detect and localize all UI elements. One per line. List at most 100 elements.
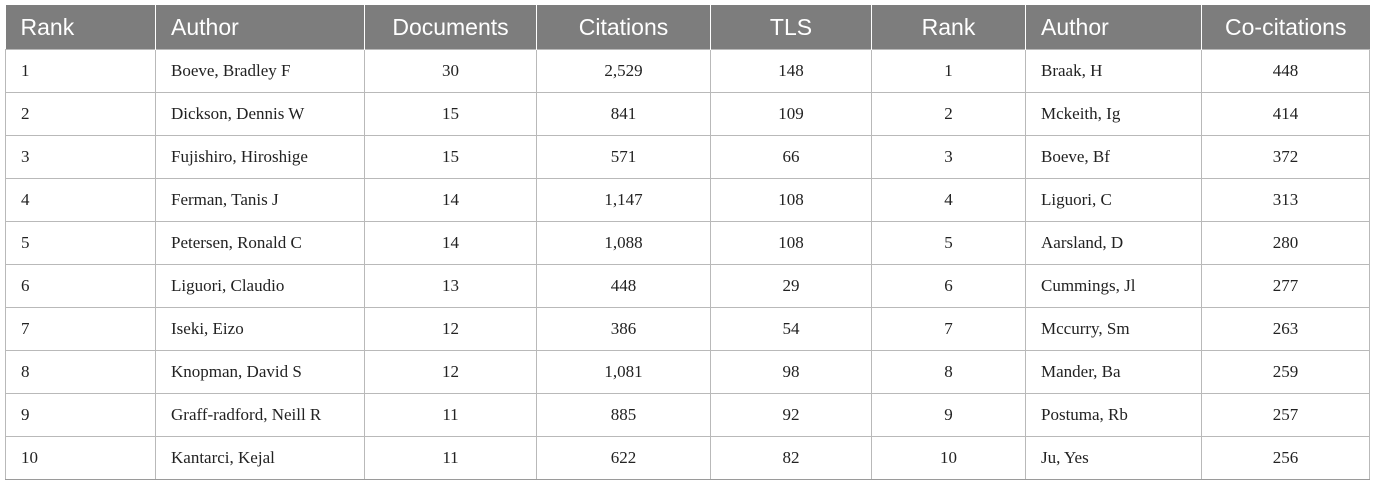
rank-cell: 4: [5, 178, 156, 222]
rank-cell: 2: [5, 92, 156, 136]
cocited-rank-cell: 1: [871, 49, 1026, 93]
cocited-author-cell: Cummings, Jl: [1025, 264, 1202, 308]
rank-cell: 1: [5, 49, 156, 93]
table-row: 2 Dickson, Dennis W 15 841 109 2 Mckeith, Ig 41…: [5, 92, 1370, 136]
cocited-rank-cell: 8: [871, 350, 1026, 394]
table-row: 5 Petersen, Ronald C 14 1,088 108 5 Aarsland, …: [5, 221, 1370, 265]
header-rank: Rank: [5, 5, 156, 50]
co-citations-cell: 263: [1201, 307, 1370, 351]
rank-cell: 10: [5, 436, 156, 480]
cocited-author-cell: Liguori, C: [1025, 178, 1202, 222]
documents-cell: 15: [364, 92, 537, 136]
citations-cell: 571: [536, 135, 711, 179]
authors-table: Rank Author Documents Citations TLS Rank…: [5, 5, 1370, 480]
tls-cell: 66: [710, 135, 872, 179]
header-documents: Documents: [364, 5, 537, 50]
citations-cell: 841: [536, 92, 711, 136]
documents-cell: 30: [364, 49, 537, 93]
header-author: Author: [155, 5, 365, 50]
documents-cell: 14: [364, 178, 537, 222]
cocited-rank-cell: 6: [871, 264, 1026, 308]
author-cell: Ferman, Tanis J: [155, 178, 365, 222]
documents-cell: 11: [364, 393, 537, 437]
author-cell: Graff-radford, Neill R: [155, 393, 365, 437]
rank-cell: 9: [5, 393, 156, 437]
tls-cell: 54: [710, 307, 872, 351]
table-row: 6 Liguori, Claudio 13 448 29 6 Cummings, Jl 277: [5, 264, 1370, 308]
rank-cell: 6: [5, 264, 156, 308]
cocited-rank-cell: 5: [871, 221, 1026, 265]
header-row: Rank Author Documents Citations TLS Rank…: [5, 5, 1370, 50]
co-citations-cell: 280: [1201, 221, 1370, 265]
header-author-cocited: Author: [1025, 5, 1202, 50]
author-cell: Iseki, Eizo: [155, 307, 365, 351]
citations-cell: 1,147: [536, 178, 711, 222]
author-cell: Knopman, David S: [155, 350, 365, 394]
co-citations-cell: 259: [1201, 350, 1370, 394]
tls-cell: 29: [710, 264, 872, 308]
documents-cell: 12: [364, 350, 537, 394]
co-citations-cell: 448: [1201, 49, 1370, 93]
table-row: 1 Boeve, Bradley F 30 2,529 148 1 Braak, H 448: [5, 49, 1370, 93]
table-row: 10 Kantarci, Kejal 11 622 82 10 Ju, Yes 256: [5, 436, 1370, 480]
cocited-author-cell: Braak, H: [1025, 49, 1202, 93]
rank-cell: 8: [5, 350, 156, 394]
documents-cell: 11: [364, 436, 537, 480]
header-co-citations: Co-citations: [1201, 5, 1370, 50]
authors-table-container: Rank Author Documents Citations TLS Rank…: [5, 5, 1370, 480]
tls-cell: 82: [710, 436, 872, 480]
co-citations-cell: 313: [1201, 178, 1370, 222]
citations-cell: 2,529: [536, 49, 711, 93]
documents-cell: 15: [364, 135, 537, 179]
cocited-author-cell: Aarsland, D: [1025, 221, 1202, 265]
cocited-author-cell: Ju, Yes: [1025, 436, 1202, 480]
cocited-author-cell: Mander, Ba: [1025, 350, 1202, 394]
table-row: 3 Fujishiro, Hiroshige 15 571 66 3 Boeve, Bf 37…: [5, 135, 1370, 179]
tls-cell: 92: [710, 393, 872, 437]
citations-cell: 448: [536, 264, 711, 308]
cocited-author-cell: Boeve, Bf: [1025, 135, 1202, 179]
tls-cell: 108: [710, 178, 872, 222]
cocited-rank-cell: 7: [871, 307, 1026, 351]
cocited-rank-cell: 9: [871, 393, 1026, 437]
citations-cell: 1,088: [536, 221, 711, 265]
cocited-author-cell: Postuma, Rb: [1025, 393, 1202, 437]
cocited-author-cell: Mccurry, Sm: [1025, 307, 1202, 351]
rank-cell: 3: [5, 135, 156, 179]
co-citations-cell: 372: [1201, 135, 1370, 179]
cocited-rank-cell: 4: [871, 178, 1026, 222]
co-citations-cell: 257: [1201, 393, 1370, 437]
table-row: 8 Knopman, David S 12 1,081 98 8 Mander, Ba 259: [5, 350, 1370, 394]
rank-cell: 7: [5, 307, 156, 351]
tls-cell: 109: [710, 92, 872, 136]
tls-cell: 108: [710, 221, 872, 265]
header-citations: Citations: [536, 5, 711, 50]
co-citations-cell: 414: [1201, 92, 1370, 136]
citations-cell: 885: [536, 393, 711, 437]
rank-cell: 5: [5, 221, 156, 265]
author-cell: Fujishiro, Hiroshige: [155, 135, 365, 179]
author-cell: Petersen, Ronald C: [155, 221, 365, 265]
author-cell: Liguori, Claudio: [155, 264, 365, 308]
co-citations-cell: 256: [1201, 436, 1370, 480]
author-cell: Kantarci, Kejal: [155, 436, 365, 480]
tls-cell: 98: [710, 350, 872, 394]
cocited-rank-cell: 3: [871, 135, 1026, 179]
table-row: 4 Ferman, Tanis J 14 1,147 108 4 Liguori, C 313: [5, 178, 1370, 222]
author-cell: Dickson, Dennis W: [155, 92, 365, 136]
cocited-author-cell: Mckeith, Ig: [1025, 92, 1202, 136]
table-row: 9 Graff-radford, Neill R 11 885 92 9 Postuma, …: [5, 393, 1370, 437]
tls-cell: 148: [710, 49, 872, 93]
citations-cell: 386: [536, 307, 711, 351]
documents-cell: 14: [364, 221, 537, 265]
documents-cell: 13: [364, 264, 537, 308]
documents-cell: 12: [364, 307, 537, 351]
header-tls: TLS: [710, 5, 872, 50]
citations-cell: 622: [536, 436, 711, 480]
co-citations-cell: 277: [1201, 264, 1370, 308]
author-cell: Boeve, Bradley F: [155, 49, 365, 93]
citations-cell: 1,081: [536, 350, 711, 394]
cocited-rank-cell: 10: [871, 436, 1026, 480]
table-row: 7 Iseki, Eizo 12 386 54 7 Mccurry, Sm 263: [5, 307, 1370, 351]
cocited-rank-cell: 2: [871, 92, 1026, 136]
